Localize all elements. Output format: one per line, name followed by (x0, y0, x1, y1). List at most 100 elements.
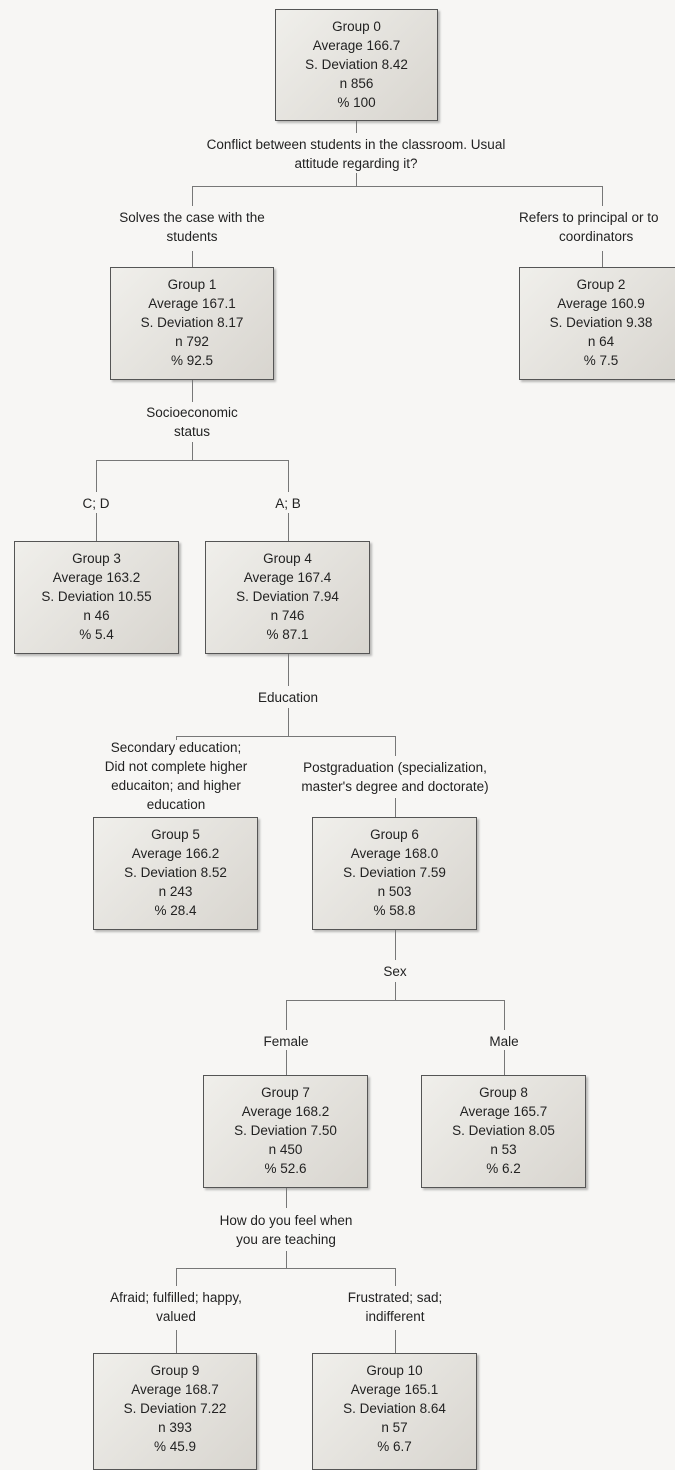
node-sd: S. Deviation 8.17 (140, 315, 244, 330)
connector-line (288, 460, 289, 492)
branch-label: Secondary education; Did not complete hig… (104, 740, 248, 812)
node-group-label: Group 0 (332, 19, 381, 34)
connector-line (192, 380, 193, 402)
connector-line (395, 798, 396, 817)
connector-line (176, 736, 395, 737)
node-group-label: Group 2 (576, 277, 626, 292)
node-sd: S. Deviation 7.22 (123, 1401, 227, 1416)
connector-line (286, 1251, 287, 1268)
connector-line (602, 186, 603, 206)
connector-line (96, 460, 97, 492)
branch-label: Postgraduation (specialization, master's … (301, 760, 489, 794)
connector-line (96, 513, 97, 541)
node-sd: S. Deviation 8.05 (452, 1123, 555, 1138)
connector-line (192, 186, 602, 187)
connector-line (176, 1268, 395, 1269)
connector-line (176, 736, 177, 740)
branch-label: A; B (275, 496, 301, 511)
connector-line (395, 1268, 396, 1286)
node-pct: % 92.5 (170, 353, 214, 368)
branch-label: Afraid; fulfilled; happy, valued (110, 1290, 242, 1324)
node-pct: % 100 (337, 95, 376, 110)
node-average: Average 168.0 (350, 846, 439, 861)
connector-line (602, 251, 603, 267)
split-variable-label: Conflict between students in the classro… (206, 137, 506, 171)
branch-label: Male (489, 1034, 519, 1049)
node-average: Average 166.2 (131, 846, 220, 861)
node-pct: % 87.1 (266, 627, 309, 642)
connector-line (288, 513, 289, 541)
node-n: n 856 (339, 76, 374, 91)
node-n: n 57 (381, 1420, 408, 1435)
connector-line (356, 121, 357, 133)
node-pct: % 6.2 (486, 1161, 521, 1176)
branch-label: Female (263, 1034, 309, 1049)
node-group-1: Group 1 Average 167.1 S. Deviation 8.17 … (110, 267, 274, 380)
node-n: n 46 (83, 608, 110, 623)
connector-line (504, 1000, 505, 1030)
connector-line (395, 736, 396, 756)
node-average: Average 166.7 (312, 38, 401, 53)
node-group-3: Group 3 Average 163.2 S. Deviation 10.55… (14, 541, 179, 654)
connector-line (286, 1188, 287, 1208)
node-average: Average 168.2 (241, 1104, 330, 1119)
split-variable-label: Socioeconomic status (146, 405, 238, 439)
node-average: Average 167.4 (243, 570, 332, 585)
node-average: Average 167.1 (148, 296, 236, 311)
split-variable-label: How do you feel when you are teaching (219, 1213, 353, 1247)
connector-line (395, 1330, 396, 1353)
node-n: n 450 (268, 1142, 303, 1157)
node-group-label: Group 3 (72, 551, 121, 566)
node-average: Average 163.2 (52, 570, 141, 585)
node-group-label: Group 6 (370, 827, 419, 842)
connector-line (192, 186, 193, 206)
node-pct: % 28.4 (154, 903, 197, 918)
node-pct: % 58.8 (373, 903, 416, 918)
connector-line (286, 1000, 504, 1001)
split-variable-label: Education (257, 690, 319, 705)
connector-line (96, 460, 288, 461)
connector-line (504, 1050, 505, 1075)
node-sd: S. Deviation 8.64 (343, 1401, 446, 1416)
connector-line (192, 442, 193, 460)
node-group-8: Group 8 Average 165.7 S. Deviation 8.05 … (421, 1075, 586, 1188)
node-group-5: Group 5 Average 166.2 S. Deviation 8.52 … (93, 817, 258, 930)
node-sd: S. Deviation 7.50 (234, 1123, 337, 1138)
node-group-4: Group 4 Average 167.4 S. Deviation 7.94 … (205, 541, 370, 654)
node-group-label: Group 5 (151, 827, 200, 842)
node-pct: % 5.4 (79, 627, 114, 642)
node-pct: % 6.7 (377, 1439, 412, 1454)
connector-line (395, 982, 396, 1000)
branch-label: Frustrated; sad; indifferent (347, 1290, 443, 1324)
node-n: n 64 (587, 334, 615, 349)
node-sd: S. Deviation 7.59 (343, 865, 446, 880)
node-pct: % 45.9 (153, 1439, 197, 1454)
node-sd: S. Deviation 10.55 (41, 589, 152, 604)
connector-line (395, 930, 396, 960)
node-group-label: Group 7 (261, 1085, 310, 1100)
node-n: n 393 (158, 1420, 192, 1435)
node-group-10: Group 10 Average 165.1 S. Deviation 8.64… (312, 1353, 477, 1470)
split-variable-label: Sex (383, 964, 407, 979)
node-sd: S. Deviation 8.52 (124, 865, 227, 880)
connector-line (288, 654, 289, 686)
connector-line (356, 173, 357, 186)
node-n: n 243 (158, 884, 193, 899)
connector-line (192, 251, 193, 267)
node-group-0: Group 0 Average 166.7 S. Deviation 8.42 … (275, 9, 438, 121)
connector-line (286, 1000, 287, 1030)
connector-line (176, 1330, 177, 1353)
node-n: n 53 (490, 1142, 517, 1157)
branch-label: Solves the case with the students (119, 210, 265, 244)
node-sd: S. Deviation 9.38 (549, 315, 653, 330)
node-n: n 503 (377, 884, 412, 899)
node-group-2: Group 2 Average 160.9 S. Deviation 9.38 … (519, 267, 675, 380)
node-pct: % 52.6 (264, 1161, 307, 1176)
node-sd: S. Deviation 8.42 (305, 57, 408, 72)
branch-label: C; D (82, 496, 110, 511)
node-group-6: Group 6 Average 168.0 S. Deviation 7.59 … (312, 817, 477, 930)
connector-line (288, 708, 289, 736)
node-n: n 792 (175, 334, 209, 349)
node-average: Average 160.9 (557, 296, 645, 311)
branch-label: Refers to principal or to coordinators (519, 210, 659, 244)
